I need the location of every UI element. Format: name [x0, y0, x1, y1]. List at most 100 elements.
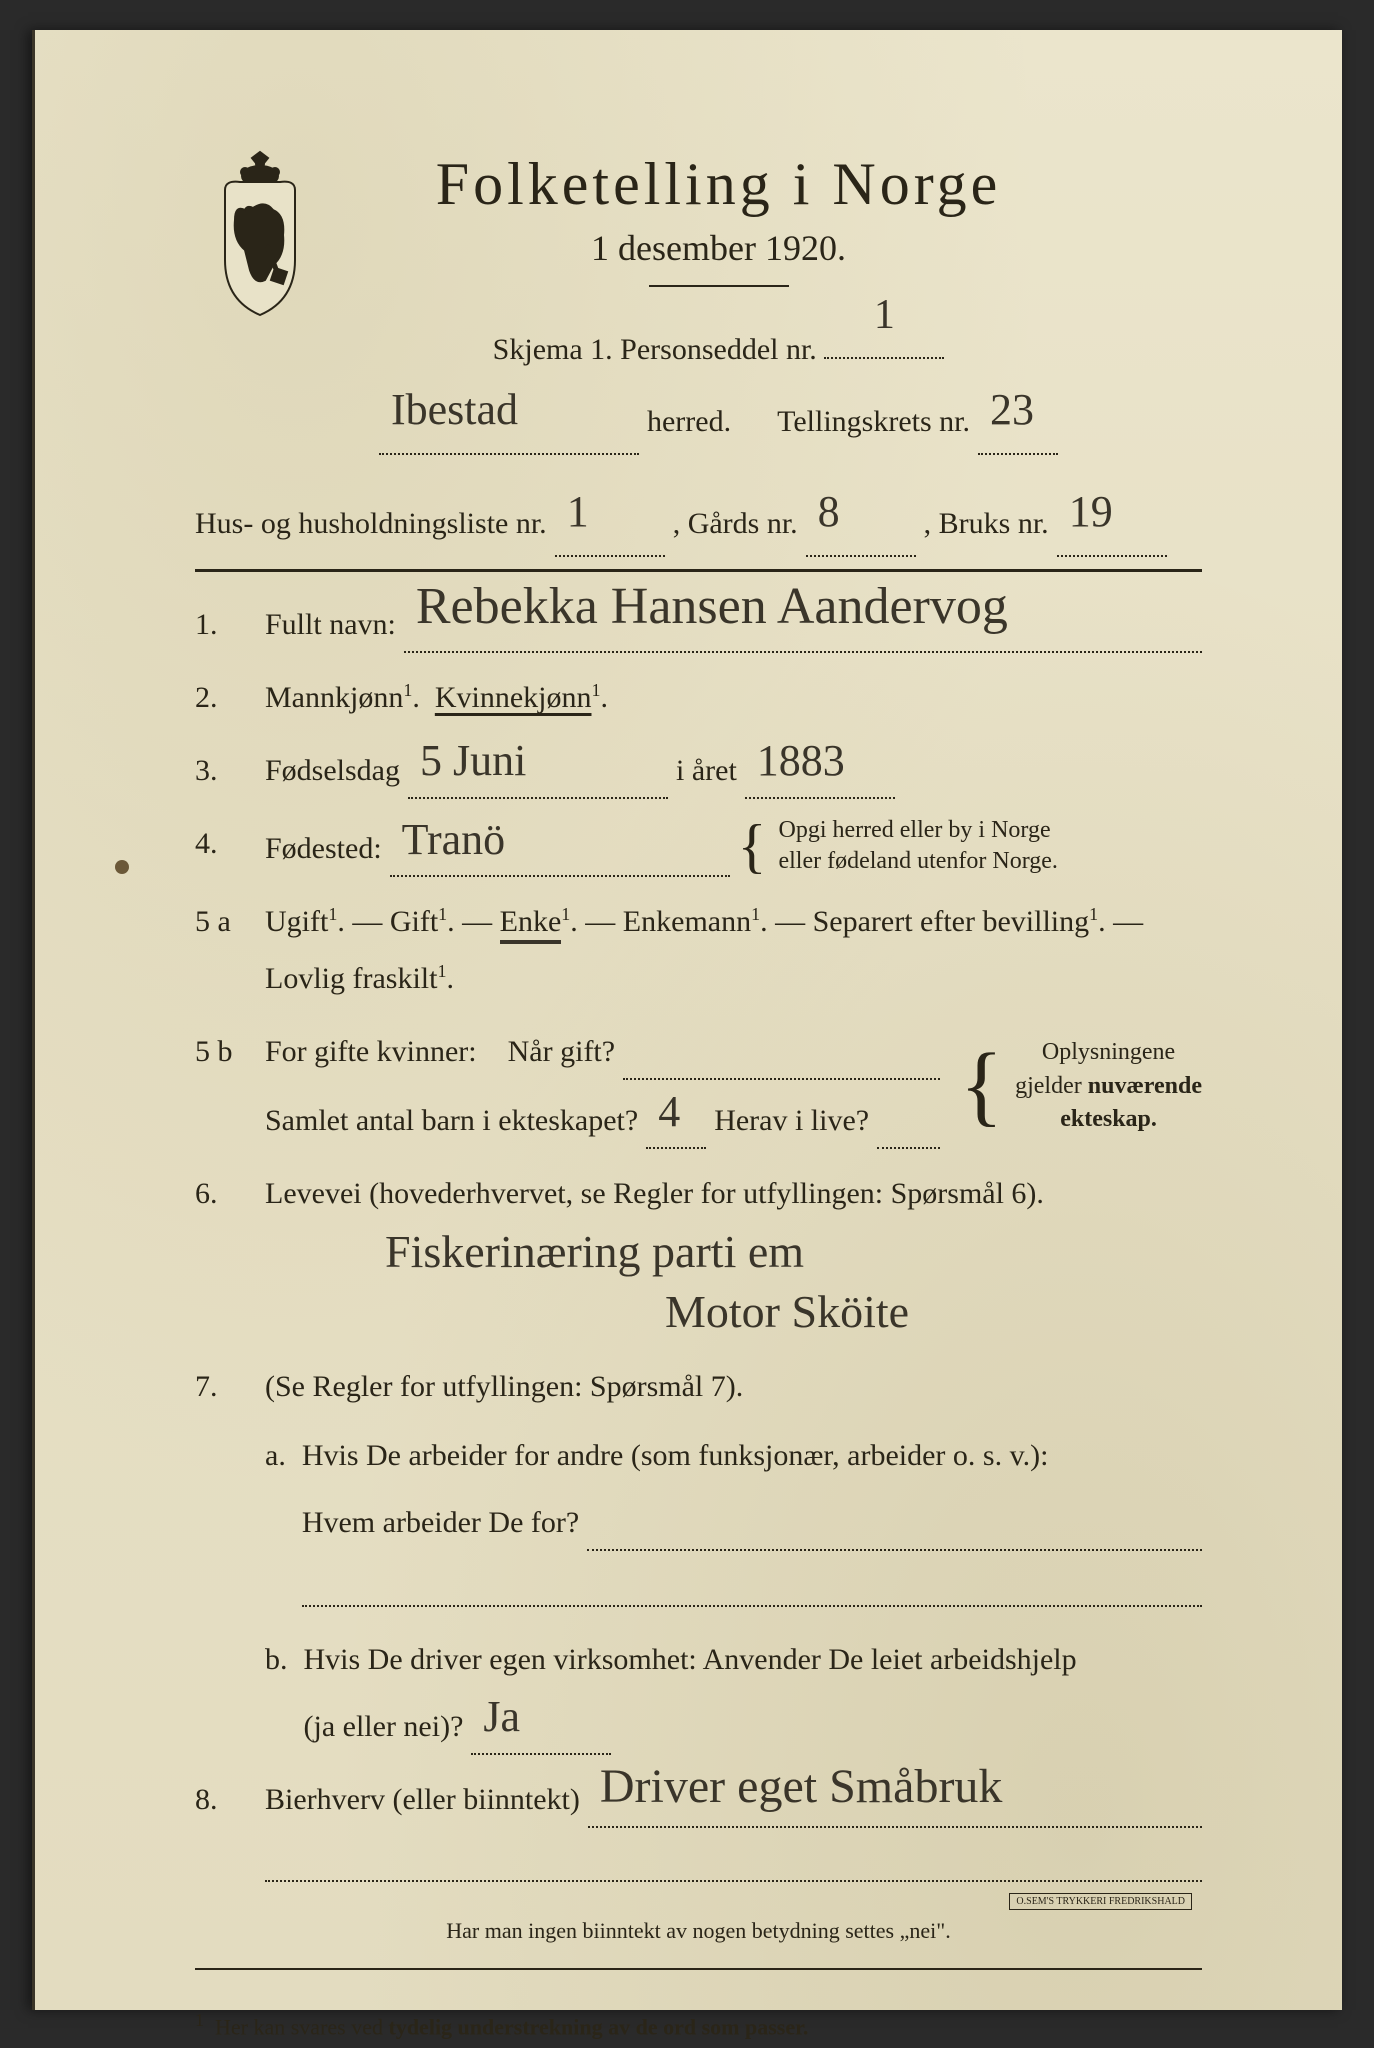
value-fodested: Tranö [402, 798, 506, 882]
line-herred: Ibestad herred. Tellingskrets nr. 23 [355, 389, 1082, 455]
q3-mid: i året [676, 742, 737, 799]
q7a-l2-row: Hvem arbeider De for? [302, 1494, 1202, 1551]
q3-body: Fødselsdag 5 Juni i året 1883 [265, 742, 1202, 799]
q5b-note-l2: gjelder nuværende [1015, 1070, 1202, 1104]
value-barn: 4 [658, 1070, 680, 1154]
q7b-l2: (ja eller nei)? [304, 1698, 464, 1755]
value-levevei-l1: Fiskerinæring parti em [385, 1222, 1202, 1282]
q1: 1. Fullt navn: Rebekka Hansen Aandervog [195, 596, 1202, 653]
field-fullt-navn: Rebekka Hansen Aandervog [404, 611, 1202, 653]
q7b-num: b. [265, 1631, 288, 1755]
value-gard: 8 [818, 464, 840, 561]
q7: 7. (Se Regler for utfyllingen: Spørsmål … [195, 1358, 1202, 1755]
footnote-2-num: 1 [195, 2010, 204, 2030]
q5b-note: { Oplysningene gjelder nuværende ekteska… [960, 1036, 1202, 1137]
q5a-opt-separert: Separert efter bevilling [813, 905, 1090, 938]
label-tellingskrets: Tellingskrets nr. [777, 389, 970, 455]
q1-num: 1. [195, 596, 245, 653]
field-barn: 4 [646, 1107, 706, 1149]
title-block: Folketelling i Norge 1 desember 1920. Sk… [355, 150, 1202, 461]
q5b-body: For gifte kvinner: Når gift? Samlet anta… [265, 1023, 1202, 1149]
q4-note-text: Opgi herred eller by i Norge eller fødel… [778, 815, 1057, 877]
header: Folketelling i Norge 1 desember 1920. Sk… [195, 150, 1202, 461]
value-fodselsar: 1883 [757, 719, 845, 803]
q5a-opt-enke: Enke [500, 905, 562, 944]
field-fodested: Tranö [390, 835, 730, 877]
q2-num: 2. [195, 669, 245, 726]
q5a-num: 5 a [195, 893, 245, 1007]
q6-body: Levevei (hovederhvervet, se Regler for u… [265, 1165, 1202, 1342]
q7-body: (Se Regler for utfyllingen: Spørsmål 7).… [265, 1358, 1202, 1755]
label-gard: , Gårds nr. [673, 491, 798, 557]
title-divider [649, 285, 789, 287]
q4-note-l2: eller fødeland utenfor Norge. [778, 846, 1057, 877]
value-bierhverv: Driver eget Småbruk [600, 1741, 1003, 1832]
stain-dot [115, 860, 129, 874]
field-arbeider-for [587, 1509, 1202, 1551]
value-krets: 23 [990, 362, 1034, 459]
q5b-num: 5 b [195, 1023, 245, 1149]
value-levevei-l2: Motor Sköite [385, 1282, 1202, 1342]
value-leiet-hjelp: Ja [483, 1675, 520, 1759]
q7a-num: a. [265, 1427, 286, 1607]
census-form-page: Folketelling i Norge 1 desember 1920. Sk… [32, 30, 1342, 2010]
q8-body: Bierhverv (eller biinntekt) Driver eget … [265, 1771, 1202, 1828]
value-husliste: 1 [567, 464, 589, 561]
q1-label: Fullt navn: [265, 596, 396, 653]
field-bierhverv-2 [265, 1844, 1202, 1882]
field-gard: 8 [806, 515, 916, 557]
field-herred: Ibestad [379, 413, 639, 455]
q7b-l1: Hvis De driver egen virksomhet: Anvender… [304, 1631, 1203, 1688]
q7-num: 7. [195, 1358, 245, 1755]
foot-rule [195, 1968, 1202, 1970]
q7b: b. Hvis De driver egen virksomhet: Anven… [265, 1631, 1202, 1755]
q5b-note-l3: ekteskap. [1015, 1103, 1202, 1137]
value-fodselsdag: 5 Juni [420, 719, 526, 803]
subtitle-date: 1 desember 1920. [355, 227, 1082, 269]
value-bruk: 19 [1069, 464, 1113, 561]
field-live [877, 1107, 940, 1149]
field-personseddel-nr: 1 [824, 357, 944, 359]
q8-num: 8. [195, 1771, 245, 1828]
value-personseddel-nr: 1 [874, 269, 895, 361]
q6-num: 6. [195, 1165, 245, 1342]
main-title: Folketelling i Norge [355, 150, 1082, 219]
line-hus: Hus- og husholdningsliste nr. 1 , Gårds … [195, 491, 1202, 557]
q4: 4. Fødested: Tranö { Opgi herred eller b… [195, 815, 1202, 877]
q7-label: (Se Regler for utfyllingen: Spørsmål 7). [265, 1358, 1202, 1415]
q5b-q-live: Herav i live? [714, 1092, 869, 1149]
q5b: 5 b For gifte kvinner: Når gift? Samlet … [195, 1023, 1202, 1149]
q5b-note-text: Oplysningene gjelder nuværende ekteskap. [1015, 1036, 1202, 1137]
coat-of-arms [195, 150, 325, 320]
q4-note: { Opgi herred eller by i Norge eller fød… [738, 815, 1058, 877]
q5a-opt-fraskilt: Lovlig fraskilt [265, 962, 437, 995]
q5a-opt-enkemann: Enkemann [623, 905, 751, 938]
q3-num: 3. [195, 742, 245, 799]
field-bruk: 19 [1057, 515, 1167, 557]
q6: 6. Levevei (hovederhvervet, se Regler fo… [195, 1165, 1202, 1342]
q5b-q-barn: Samlet antal barn i ekteskapet? [265, 1092, 638, 1149]
q4-body: Fødested: Tranö { Opgi herred eller by i… [265, 815, 1202, 877]
q5a-body: Ugift1. — Gift1. — Enke1. — Enkemann1. —… [265, 893, 1202, 1007]
q4-label: Fødested: [265, 820, 382, 877]
footnote-2: 1 Her kan svares ved tydelig understrekn… [195, 2010, 1202, 2040]
q5b-row2: Samlet antal barn i ekteskapet? 4 Herav … [265, 1092, 940, 1149]
q5b-label: For gifte kvinner: [265, 1023, 477, 1080]
q5a-opt-ugift: Ugift [265, 905, 328, 938]
q5b-row1: For gifte kvinner: Når gift? [265, 1023, 940, 1080]
q5a: 5 a Ugift1. — Gift1. — Enke1. — Enkemann… [195, 893, 1202, 1007]
q1-body: Fullt navn: Rebekka Hansen Aandervog [265, 596, 1202, 653]
field-fodselsar: 1883 [745, 757, 895, 799]
q7a: a. Hvis De arbeider for andre (som funks… [265, 1427, 1202, 1607]
brace-icon: { [738, 816, 767, 876]
q7a-l1: Hvis De arbeider for andre (som funksjon… [302, 1427, 1202, 1484]
q2-opt-kvinne: Kvinnekjønn [435, 681, 592, 714]
q5b-q-gift: Når gift? [508, 1023, 615, 1080]
q2-opt-mann: Mannkjønn [265, 681, 403, 714]
footnote-1: Har man ingen biinntekt av nogen betydni… [195, 1918, 1202, 1944]
q3: 3. Fødselsdag 5 Juni i året 1883 [195, 742, 1202, 799]
q4-num: 4. [195, 815, 245, 877]
q8-label: Bierhverv (eller biinntekt) [265, 1771, 580, 1828]
q2: 2. Mannkjønn1. Kvinnekjønn1. [195, 669, 1202, 726]
value-fullt-navn: Rebekka Hansen Aandervog [416, 558, 1008, 657]
